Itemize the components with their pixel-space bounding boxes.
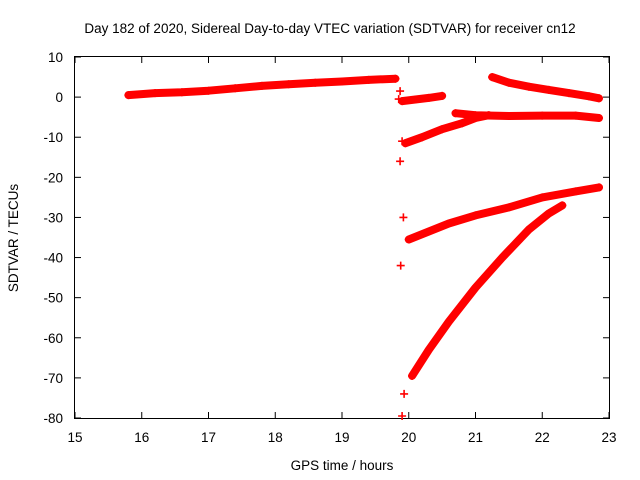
x-tick-label: 19 <box>334 430 349 445</box>
data-point <box>544 85 553 94</box>
data-point <box>204 86 213 95</box>
data-point <box>408 371 417 380</box>
data-point <box>471 283 480 292</box>
y-tick-label: -50 <box>43 291 63 306</box>
series-arc-3 <box>488 73 603 103</box>
data-point <box>585 92 593 101</box>
y-tick-label: -40 <box>43 251 63 266</box>
y-tick-label: 0 <box>55 90 63 105</box>
series-arc-6 <box>404 183 603 244</box>
data-point <box>444 317 453 326</box>
x-axis-label: GPS time / hours <box>291 458 394 473</box>
data-point <box>400 389 409 398</box>
data-point <box>571 111 580 120</box>
data-point <box>424 227 433 236</box>
series-arc-5 <box>451 109 603 122</box>
axis-ticks <box>74 56 610 419</box>
x-tick-labels: 15 16 17 18 19 20 21 22 23 <box>67 430 616 445</box>
data-point <box>284 80 293 89</box>
data-point <box>231 84 240 93</box>
data-series <box>124 73 603 420</box>
series-band <box>408 201 567 380</box>
data-point <box>404 235 413 244</box>
data-point <box>364 75 373 84</box>
data-point <box>558 201 567 210</box>
data-point <box>488 73 497 82</box>
chart-title: Day 182 of 2020, Sidereal Day-to-day VTE… <box>84 21 575 36</box>
x-tick-label: 17 <box>201 430 216 445</box>
data-point <box>458 119 467 128</box>
series-arc-2 <box>398 91 447 106</box>
x-tick-label: 22 <box>535 430 550 445</box>
y-axis-label: SDTVAR / TECUs <box>6 184 21 293</box>
data-point <box>391 74 400 83</box>
series-band <box>404 183 603 244</box>
y-tick-labels: 10 0 -10 -20 -30 -40 -50 -60 -70 -80 <box>43 50 63 426</box>
data-point <box>399 213 408 222</box>
y-tick-label: -10 <box>43 130 63 145</box>
data-point <box>595 183 603 192</box>
data-point <box>471 211 480 220</box>
data-point <box>396 157 405 166</box>
y-tick-label: -60 <box>43 331 63 346</box>
x-tick-label: 20 <box>401 430 416 445</box>
data-point <box>151 89 160 98</box>
data-point <box>398 412 407 420</box>
x-tick-label: 18 <box>268 430 283 445</box>
y-tick-label: -70 <box>43 371 63 386</box>
data-point <box>524 82 533 91</box>
data-point <box>451 109 460 118</box>
data-point <box>398 137 407 146</box>
data-point <box>498 253 507 262</box>
data-point <box>418 133 427 142</box>
y-tick-label: 10 <box>48 50 63 65</box>
data-point <box>504 78 513 87</box>
x-tick-label: 15 <box>67 430 82 445</box>
data-point <box>571 187 580 196</box>
data-point <box>595 114 603 122</box>
data-point <box>524 225 533 234</box>
data-point <box>538 111 547 120</box>
data-point <box>411 95 420 104</box>
data-point <box>444 219 453 228</box>
data-point <box>396 87 405 96</box>
y-tick-label: -80 <box>43 411 63 426</box>
data-point <box>424 93 433 102</box>
x-tick-label: 16 <box>134 430 149 445</box>
data-point <box>438 125 447 134</box>
series-arc-1 <box>124 74 400 100</box>
data-point <box>471 111 480 120</box>
series-arc-7 <box>408 201 567 380</box>
y-tick-label: -30 <box>43 210 63 225</box>
data-point <box>177 88 186 97</box>
data-point <box>124 91 133 100</box>
data-point <box>394 95 403 104</box>
x-tick-label: 21 <box>468 430 483 445</box>
data-point <box>396 261 405 270</box>
x-tick-label: 23 <box>601 430 616 445</box>
data-point <box>311 78 320 87</box>
data-point <box>595 94 603 103</box>
y-tick-label: -20 <box>43 170 63 185</box>
data-point <box>257 81 266 90</box>
data-point <box>438 91 447 100</box>
data-point <box>538 193 547 202</box>
data-point <box>504 112 513 120</box>
data-point <box>338 77 346 86</box>
series-band <box>398 91 447 106</box>
data-point <box>564 89 573 98</box>
series-scattered <box>394 87 409 420</box>
data-point <box>544 209 553 218</box>
plot-frame <box>74 56 610 419</box>
data-point <box>504 203 513 212</box>
data-point <box>424 345 433 354</box>
